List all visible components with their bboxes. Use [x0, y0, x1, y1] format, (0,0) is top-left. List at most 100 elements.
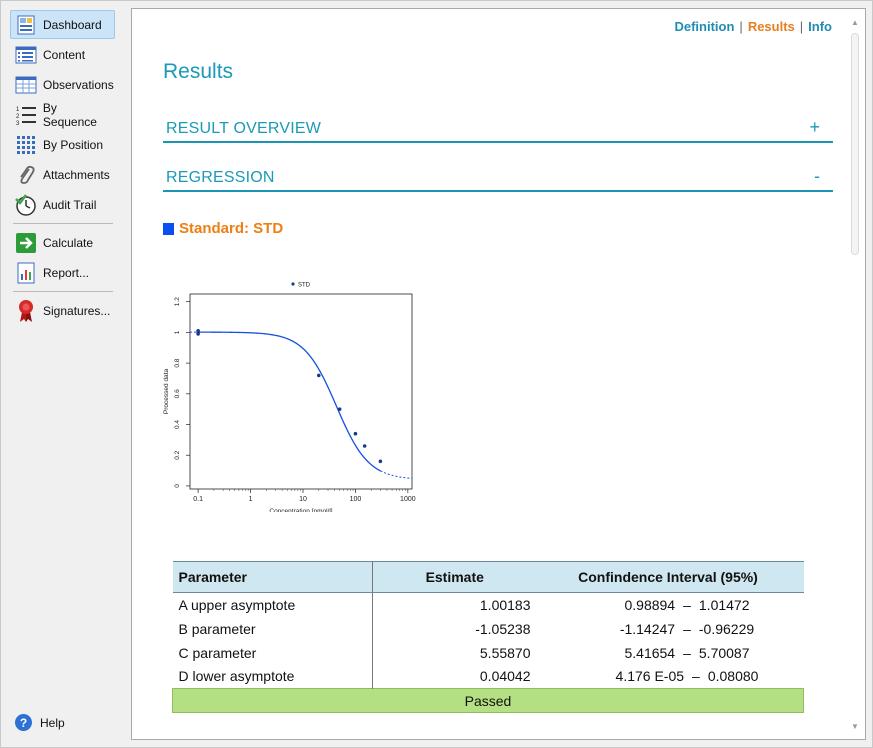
- sidebar-item-content[interactable]: Content: [10, 40, 115, 69]
- scrollbar-thumb[interactable]: [851, 33, 859, 255]
- ci-high: -0.96229: [698, 620, 755, 637]
- sidebar-item-label: Audit Trail: [43, 197, 97, 212]
- ci-low: 0.98894: [624, 596, 676, 613]
- parameter-estimate: 0.04042: [479, 668, 531, 685]
- y-tick-label: 0.6: [174, 389, 181, 398]
- definition-link[interactable]: Definition: [674, 19, 735, 34]
- sidebar-item-label: Signatures...: [43, 303, 111, 318]
- y-axis-label: Processed data: [163, 369, 170, 415]
- ci-low: 5.41654: [624, 644, 676, 661]
- help-button[interactable]: ? Help: [15, 714, 65, 731]
- table-row: C parameter 5.55870 5.41654–5.70087: [172, 640, 804, 665]
- data-point: [337, 407, 342, 411]
- link-separator: |: [799, 19, 804, 34]
- vertical-scrollbar[interactable]: ▲ ▼: [849, 17, 861, 733]
- column-header: Estimate: [372, 561, 533, 593]
- scroll-up-icon[interactable]: ▲: [851, 18, 859, 27]
- help-label: Help: [40, 715, 65, 730]
- y-tick-label: 1.2: [174, 297, 181, 306]
- sidebar-item-observations[interactable]: Observations: [10, 70, 115, 99]
- ci-low: -1.14247: [619, 620, 676, 637]
- legend-marker: [291, 282, 295, 286]
- parameter-name: C parameter: [172, 640, 373, 665]
- sidebar-divider: [13, 223, 113, 224]
- data-point: [353, 431, 358, 436]
- x-tick-label: 1: [249, 496, 253, 503]
- ci-high: 5.70087: [698, 644, 750, 661]
- sidebar-item-report[interactable]: Report...: [10, 258, 115, 287]
- data-point: [196, 329, 200, 333]
- status-row: Passed: [172, 688, 804, 713]
- standard-label: Standard: STD: [179, 220, 284, 237]
- status-badge: Passed: [172, 688, 804, 713]
- table-row: D lower asymptote 0.04042 4.176 E-05–0.0…: [172, 664, 804, 689]
- sidebar-item-attachments[interactable]: Attachments: [10, 160, 115, 189]
- y-tick-label: 1: [174, 330, 181, 334]
- y-tick-label: 0: [174, 484, 181, 488]
- standard-marker: [163, 222, 174, 235]
- sidebar-item-label: Observations: [43, 77, 114, 92]
- ribbon-seal-icon: [14, 299, 38, 323]
- chart-svg: 0.1 1 10 100 1000 0 0.2 0.4 0.6 0.8 1 1.2 Concentrat…: [163, 282, 416, 515]
- table-grid-icon: [14, 73, 38, 97]
- data-point: [378, 459, 383, 464]
- expand-toggle[interactable]: +: [809, 117, 820, 137]
- y-tick-label: 0.2: [174, 450, 181, 459]
- collapse-toggle[interactable]: -: [814, 166, 820, 186]
- sidebar-item-label: Content: [43, 47, 86, 62]
- clock-check-icon: [14, 193, 38, 217]
- confidence-interval: 4.176 E-05–0.08080: [533, 665, 804, 689]
- parameter-name: B parameter: [172, 616, 373, 641]
- sidebar-item-signatures[interactable]: Signatures...: [10, 296, 115, 325]
- parameter-name: D lower asymptote: [172, 664, 373, 689]
- sidebar-item-by-position[interactable]: By Position: [10, 130, 115, 159]
- sidebar-item-label: Dashboard: [43, 17, 102, 32]
- svg-text:2: 2: [16, 114, 20, 120]
- sidebar-item-calculate[interactable]: Calculate: [10, 228, 115, 257]
- svg-text:1: 1: [16, 107, 20, 113]
- results-panel: Definition | Results | Info Results RESULT O…: [131, 8, 866, 740]
- link-separator: |: [739, 19, 743, 34]
- parameter-estimate: 5.55870: [479, 644, 531, 661]
- data-point: [362, 444, 367, 448]
- sidebar-item-audit-trail[interactable]: Audit Trail: [10, 190, 115, 219]
- sidebar-item-dashboard[interactable]: Dashboard: [10, 10, 115, 39]
- fit-curve-extrapolated: [380, 470, 413, 479]
- confidence-interval: 5.41654–5.70087: [533, 641, 804, 665]
- x-tick-label: 10: [299, 496, 307, 503]
- column-header: Parameter: [172, 561, 373, 593]
- top-nav-links: Definition | Results | Info: [674, 19, 832, 34]
- svg-text:3: 3: [16, 121, 20, 126]
- sidebar-item-label: Calculate: [43, 235, 94, 250]
- sidebar-divider: [13, 291, 113, 292]
- parameter-estimate: -1.05238: [475, 620, 531, 637]
- section-title: RESULT OVERVIEW: [166, 120, 322, 137]
- regression-section-header[interactable]: REGRESSION -: [163, 161, 833, 192]
- section-title: REGRESSION: [166, 169, 275, 186]
- sidebar-item-label: Attachments: [43, 167, 110, 182]
- standard-heading: Standard: STD: [163, 220, 283, 237]
- confidence-interval: -1.14247– -0.96229: [533, 617, 804, 641]
- ci-dash: –: [692, 668, 700, 685]
- ci-dash: –: [683, 644, 691, 661]
- result-overview-section-header[interactable]: RESULT OVERVIEW +: [163, 112, 833, 143]
- arrow-right-icon: [14, 231, 38, 255]
- help-icon: ?: [15, 714, 32, 731]
- plot-frame: [189, 293, 413, 490]
- x-tick-label: 1000: [400, 496, 416, 503]
- regression-chart: 0.1 1 10 100 1000 0 0.2 0.4 0.6 0.8 1 1.2 Concentrat…: [159, 272, 419, 515]
- parameter-name: A upper asymptote: [172, 592, 373, 617]
- results-link[interactable]: Results: [747, 19, 795, 34]
- legend-label: STD: [298, 283, 311, 289]
- y-tick-label: 0.4: [174, 420, 181, 429]
- table-row: B parameter -1.05238 -1.14247– -0.96229: [172, 616, 804, 641]
- info-link[interactable]: Info: [808, 19, 832, 34]
- scroll-down-icon[interactable]: ▼: [851, 722, 859, 731]
- sidebar-item-label: By Position: [43, 137, 104, 152]
- ci-low: 4.176 E-05: [615, 668, 685, 685]
- x-tick-label: 100: [350, 496, 362, 503]
